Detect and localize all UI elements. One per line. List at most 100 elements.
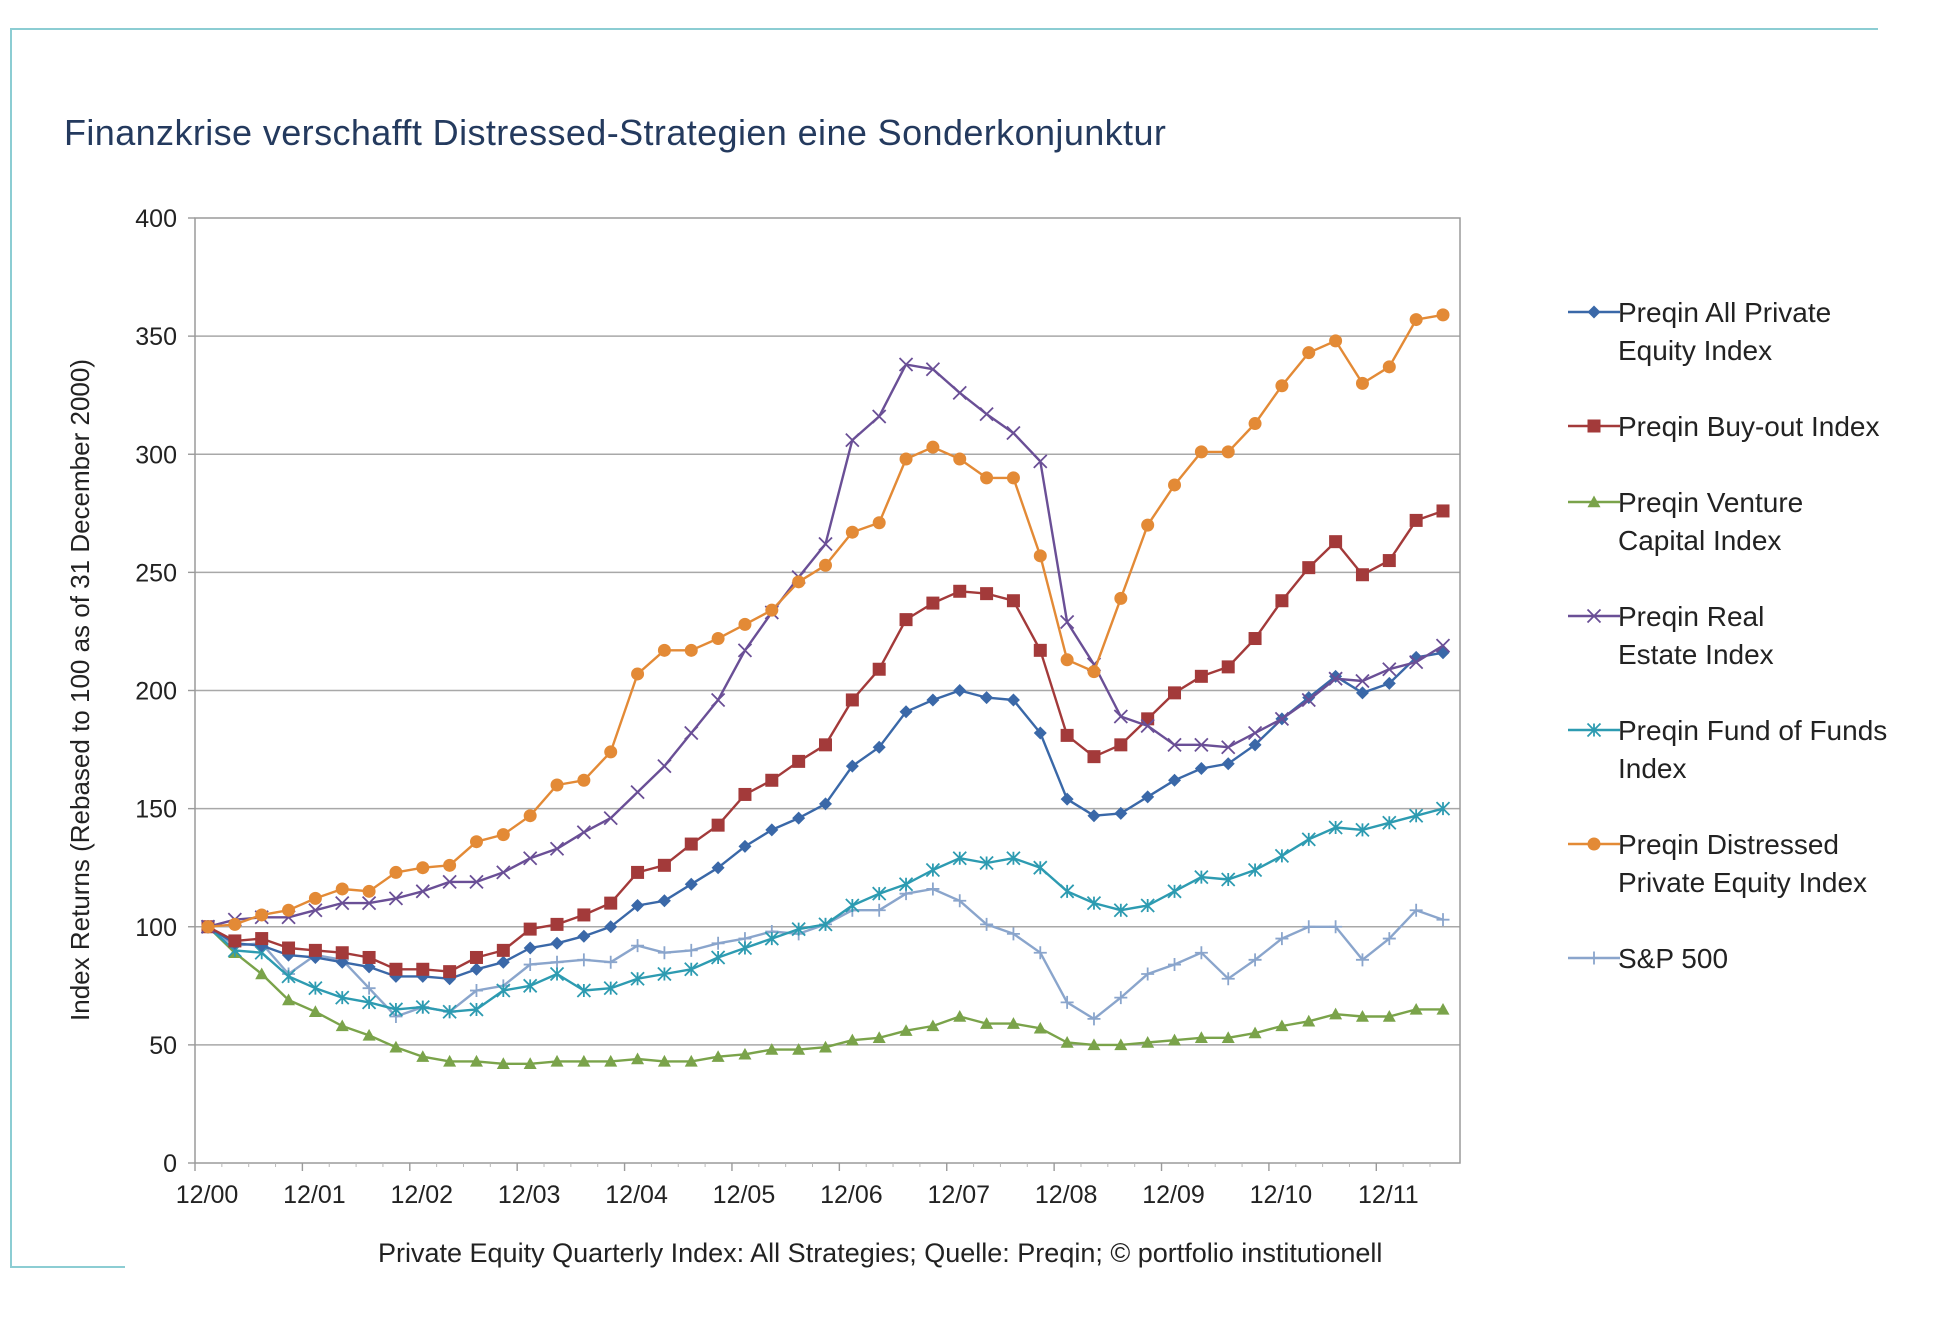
data-point-circle	[1221, 445, 1235, 459]
data-point-x	[1140, 718, 1155, 734]
data-point-plus	[604, 955, 618, 969]
data-point-x	[737, 643, 753, 658]
data-point-diamond	[1060, 792, 1074, 806]
data-point-diamond	[1168, 773, 1182, 787]
data-point-diamond	[845, 759, 859, 773]
data-point-x	[523, 851, 538, 866]
series-preqin-buy-out-index	[201, 504, 1450, 979]
data-point-x	[952, 385, 967, 400]
data-point-circle	[1248, 417, 1262, 431]
data-point-x	[1328, 671, 1343, 686]
y-tick-label: 250	[135, 559, 177, 587]
data-point-asterisk	[684, 962, 699, 977]
x-tick-label: 12/05	[713, 1181, 776, 1209]
data-point-triangle	[1587, 495, 1601, 508]
data-point-triangle	[1248, 1026, 1262, 1039]
data-point-square	[550, 917, 564, 931]
data-point-plus	[523, 958, 537, 972]
legend-label: Preqin All Private	[1618, 297, 1831, 328]
legend-label: Preqin Distressed	[1618, 829, 1839, 860]
x-tick-label: 12/01	[283, 1181, 346, 1209]
series-preqin-venture-capital-index	[201, 920, 1450, 1069]
data-point-plus	[469, 984, 483, 998]
data-point-circle	[1033, 549, 1047, 563]
data-point-circle	[416, 861, 430, 875]
data-point-asterisk	[1167, 884, 1182, 899]
y-tick-label: 300	[135, 441, 177, 469]
data-point-asterisk	[925, 862, 941, 878]
data-point-diamond	[469, 962, 483, 976]
data-point-triangle	[308, 1005, 322, 1017]
data-point-triangle	[711, 1050, 725, 1062]
data-point-circle	[362, 884, 376, 898]
data-point-x	[1006, 425, 1021, 441]
data-point-triangle	[657, 1054, 671, 1067]
data-point-square	[1382, 554, 1396, 568]
chart-title: Finanzkrise verschafft Distressed-Strate…	[64, 112, 1167, 153]
data-point-triangle	[496, 1057, 510, 1069]
data-point-asterisk	[469, 1002, 484, 1017]
data-point-plus	[1087, 1012, 1101, 1026]
data-point-x	[1221, 740, 1236, 755]
frame-left-border	[10, 28, 12, 1268]
series-line	[207, 807, 1444, 1013]
data-point-circle	[684, 643, 698, 657]
x-tick-label: 12/10	[1250, 1181, 1313, 1209]
data-point-square	[335, 946, 349, 960]
data-point-plus	[1409, 903, 1423, 917]
data-point-square	[1409, 513, 1423, 527]
legend-label: Preqin Fund of Funds	[1618, 715, 1887, 746]
data-point-square	[792, 754, 806, 768]
data-point-square	[523, 922, 537, 936]
data-point-diamond	[980, 691, 994, 705]
data-point-plus	[1275, 932, 1289, 946]
data-point-plus	[1033, 946, 1047, 960]
data-point-square	[1329, 535, 1343, 549]
data-point-x	[872, 409, 887, 424]
data-point-triangle	[980, 1017, 994, 1029]
data-point-asterisk	[764, 931, 779, 946]
data-point-x	[898, 357, 914, 372]
data-point-circle	[738, 617, 752, 631]
data-point-asterisk	[818, 917, 833, 932]
data-point-triangle	[1355, 1010, 1369, 1022]
data-point-x	[1382, 662, 1397, 677]
x-tick-label: 12/02	[391, 1181, 454, 1209]
data-point-triangle	[1087, 1038, 1101, 1051]
x-tick-label: 12/09	[1142, 1181, 1205, 1209]
series-preqin-distressed-private-equity-index	[201, 308, 1450, 934]
data-point-diamond	[1587, 305, 1601, 319]
data-point-diamond	[631, 898, 645, 912]
data-point-circle	[792, 575, 806, 589]
legend-item: Preqin Venture Capital Index	[1568, 487, 1803, 556]
data-point-asterisk	[1221, 872, 1236, 887]
data-point-x	[442, 874, 457, 889]
data-point-triangle	[926, 1019, 940, 1032]
data-point-square	[872, 662, 886, 676]
data-point-circle	[1275, 379, 1289, 393]
data-point-plus	[657, 946, 671, 960]
data-point-asterisk	[1033, 860, 1048, 875]
data-point-triangle	[765, 1043, 779, 1055]
data-point-circle	[389, 865, 403, 879]
data-point-triangle	[335, 1019, 349, 1032]
data-point-triangle	[255, 967, 269, 980]
legend-item: Preqin Buy-out Index	[1568, 411, 1880, 442]
data-point-triangle	[738, 1047, 752, 1060]
data-point-triangle	[604, 1054, 618, 1067]
data-point-x	[1355, 673, 1370, 689]
data-point-square	[1114, 738, 1128, 752]
data-point-triangle	[631, 1052, 645, 1065]
data-point-diamond	[819, 797, 832, 811]
data-point-asterisk	[603, 981, 618, 996]
legend-item: Preqin Distressed Private Equity Index	[1568, 829, 1867, 898]
data-point-asterisk	[1382, 815, 1397, 830]
data-point-circle	[523, 809, 537, 823]
x-tick-label: 12/04	[605, 1181, 668, 1209]
data-point-square	[1355, 568, 1369, 582]
data-point-circle	[496, 828, 510, 842]
data-point-x	[657, 758, 672, 774]
data-point-triangle	[443, 1054, 457, 1067]
axes: 0 50 100 150 200 250 300 350 400 12/00 12/01 12/02 1…	[135, 205, 1431, 1209]
data-point-circle	[980, 471, 994, 485]
